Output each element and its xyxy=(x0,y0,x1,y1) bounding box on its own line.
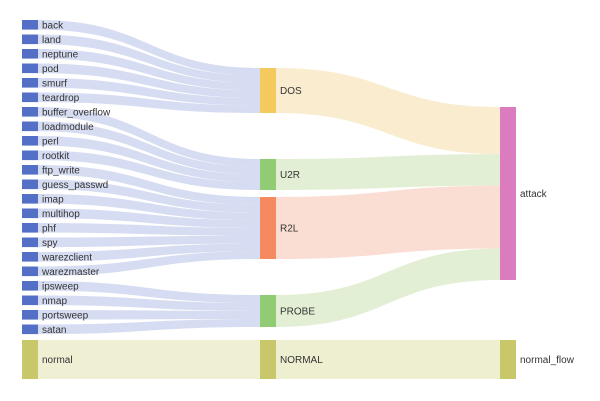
node-label-loadmodule: loadmodule xyxy=(42,122,94,133)
node-label-dos: DOS xyxy=(280,86,302,97)
node-dos xyxy=(260,68,276,113)
link-multihop-to-r2l xyxy=(38,208,260,228)
link-buffer-overflow-to-u2r xyxy=(38,107,260,167)
node-label-phf: phf xyxy=(42,223,56,234)
sankey-nodes xyxy=(22,20,516,379)
node-teardrop xyxy=(22,92,38,103)
node-portsweep xyxy=(22,310,38,320)
link-ftp-write-to-r2l xyxy=(38,165,260,205)
node-normal-flow xyxy=(500,340,516,379)
node-r2l xyxy=(260,197,276,259)
node-label-warezmaster: warezmaster xyxy=(41,267,100,278)
link-spy-to-r2l xyxy=(38,235,260,248)
node-multihop xyxy=(22,208,38,219)
node-loadmodule xyxy=(22,121,38,132)
node-label-portsweep: portsweep xyxy=(42,310,89,321)
link-pod-to-dos xyxy=(38,63,260,98)
node-label-neptune: neptune xyxy=(42,49,79,60)
node-label-warezclient: warezclient xyxy=(41,252,92,263)
node-satan xyxy=(22,324,38,335)
link-normal-to-normal-flow xyxy=(276,340,500,379)
link-loadmodule-to-u2r xyxy=(38,121,260,175)
node-label-buffer-overflow: buffer_overflow xyxy=(42,107,111,118)
node-normal xyxy=(260,340,276,379)
node-label-multihop: multihop xyxy=(42,209,80,220)
node-label-u2r: U2R xyxy=(280,170,300,181)
node-label-nmap: nmap xyxy=(42,296,67,307)
link-neptune-to-dos xyxy=(38,49,260,91)
node-label-normal: normal xyxy=(42,355,73,366)
link-imap-to-r2l xyxy=(38,194,260,221)
node-pod xyxy=(22,63,38,74)
link-ipsweep-to-probe xyxy=(38,281,260,303)
node-u2r xyxy=(260,159,276,190)
link-dos-to-attack xyxy=(276,68,500,155)
link-land-to-dos xyxy=(38,34,260,83)
node-label-teardrop: teardrop xyxy=(42,93,80,104)
node-phf xyxy=(22,223,38,233)
node-label-normal: NORMAL xyxy=(280,355,323,366)
node-imap xyxy=(22,194,38,204)
node-guess-passwd xyxy=(22,179,38,190)
link-probe-to-attack xyxy=(276,248,500,327)
node-spy xyxy=(22,237,38,248)
link-rootkit-to-u2r xyxy=(38,150,260,190)
node-warezmaster xyxy=(22,266,38,277)
sankey-labels: back land neptune pod smurf teardrop buffer_ov… xyxy=(41,20,575,366)
link-warezmaster-to-r2l xyxy=(38,251,260,277)
node-label-normal-flow: normal_flow xyxy=(520,355,575,366)
node-ipsweep xyxy=(22,281,38,291)
node-smurf xyxy=(22,78,38,88)
node-attack xyxy=(500,107,516,280)
node-perl xyxy=(22,136,38,146)
node-rootkit xyxy=(22,150,38,161)
link-teardrop-to-dos xyxy=(38,92,260,113)
node-warezclient xyxy=(22,252,38,262)
node-label-r2l: R2L xyxy=(280,224,299,235)
node-label-smurf: smurf xyxy=(42,78,67,89)
link-r2l-to-attack xyxy=(276,185,500,259)
link-guess-passwd-to-r2l xyxy=(38,179,260,213)
link-back-to-dos xyxy=(38,20,260,76)
node-label-ftp-write: ftp_write xyxy=(42,165,80,176)
node-neptune xyxy=(22,49,38,59)
link-phf-to-r2l xyxy=(38,223,260,236)
link-nmap-to-probe xyxy=(38,295,260,311)
node-label-rootkit: rootkit xyxy=(42,151,69,162)
link-smurf-to-dos xyxy=(38,78,260,106)
sankey-links xyxy=(38,20,500,379)
node-label-imap: imap xyxy=(42,194,64,205)
node-normal xyxy=(22,340,38,379)
node-back xyxy=(22,20,38,30)
node-land xyxy=(22,34,38,45)
node-label-attack: attack xyxy=(520,189,548,200)
node-label-back: back xyxy=(42,20,64,31)
node-label-ipsweep: ipsweep xyxy=(42,281,79,292)
node-probe xyxy=(260,295,276,327)
link-satan-to-probe xyxy=(38,319,260,335)
link-perl-to-u2r xyxy=(38,136,260,183)
node-label-perl: perl xyxy=(42,136,59,147)
link-normal-to-normal xyxy=(38,340,260,379)
link-u2r-to-attack xyxy=(276,154,500,190)
node-ftp-write xyxy=(22,165,38,175)
node-label-probe: PROBE xyxy=(280,307,315,318)
node-label-satan: satan xyxy=(42,325,66,336)
link-portsweep-to-probe xyxy=(38,310,260,320)
link-warezclient-to-r2l xyxy=(38,243,260,262)
node-label-pod: pod xyxy=(42,64,59,75)
node-label-guess-passwd: guess_passwd xyxy=(42,180,108,191)
node-buffer-overflow xyxy=(22,107,38,117)
node-label-spy: spy xyxy=(42,238,58,249)
node-label-land: land xyxy=(42,35,61,46)
node-nmap xyxy=(22,295,38,306)
